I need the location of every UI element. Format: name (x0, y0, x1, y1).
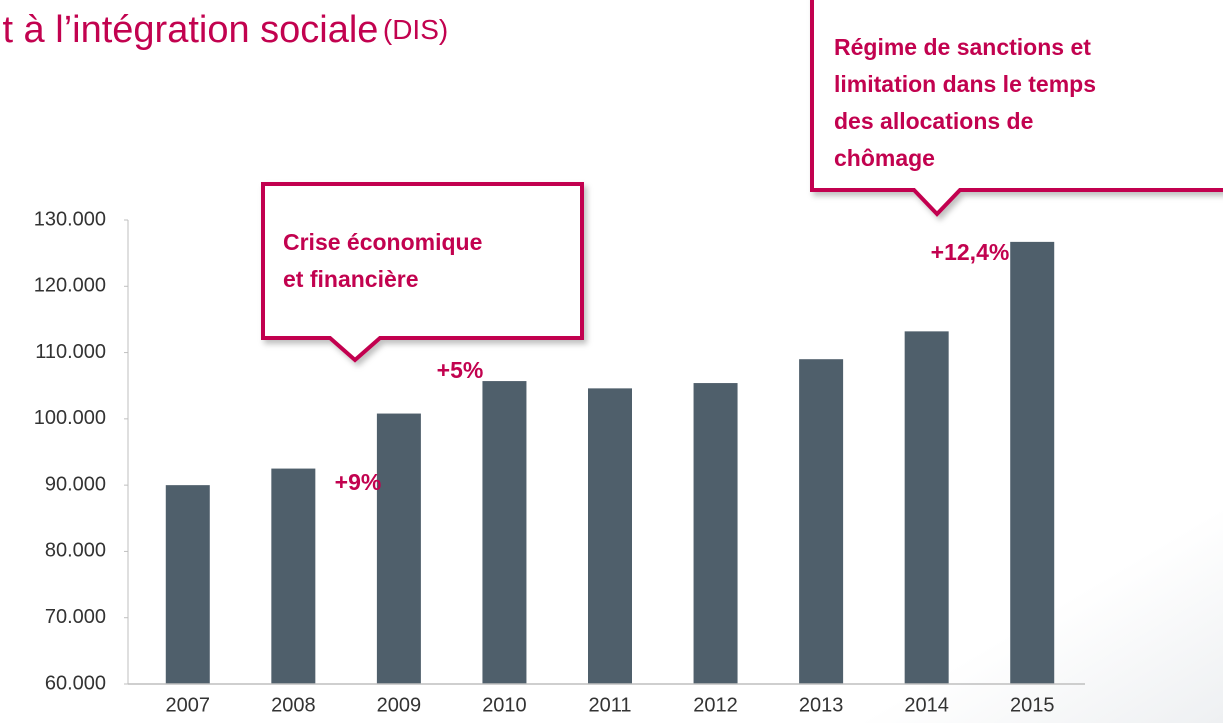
callout-text: chômage (834, 145, 935, 171)
y-tick-label: 70.000 (45, 606, 106, 628)
y-tick-label: 90.000 (45, 473, 106, 495)
title-abbr: (DIS) (383, 14, 448, 45)
bar (376, 413, 421, 684)
callout-text: Régime de sanctions et (834, 34, 1091, 60)
x-tick-label: 2014 (904, 694, 949, 716)
x-tick-label: 2007 (166, 694, 211, 716)
bar (588, 388, 632, 684)
callout-text: limitation dans le temps (834, 71, 1096, 97)
x-tick-label: 2013 (799, 694, 844, 716)
slide-title: it à l’intégration sociale (DIS) (0, 9, 448, 51)
bar (693, 383, 738, 684)
callout-text: et financière (283, 266, 419, 292)
bar (904, 331, 949, 684)
y-tick-label: 120.000 (34, 275, 106, 297)
growth-annotation: +9% (335, 469, 382, 495)
y-tick-label: 60.000 (45, 672, 106, 694)
callout-box (261, 182, 584, 363)
plot: 60.000 70.000 80.000 90.000 100.000 110.000 12… (34, 208, 1085, 716)
y-tick-label: 130.000 (34, 208, 106, 230)
bar (165, 485, 210, 684)
bar (482, 381, 527, 684)
title-main: it à l’intégration sociale (0, 9, 378, 51)
callout-text: Crise économique (283, 229, 482, 255)
growth-annotation: +12,4% (931, 239, 1010, 265)
bar (1010, 241, 1055, 685)
x-tick-label: 2011 (588, 694, 631, 716)
x-tick-label: 2009 (377, 694, 422, 716)
x-tick-label: 2010 (482, 694, 527, 716)
x-tick-label: 2012 (693, 694, 738, 716)
y-tick-label: 100.000 (34, 407, 106, 429)
bar (271, 468, 316, 684)
growth-annotation: +5% (437, 357, 484, 383)
x-tick-label: 2015 (1010, 694, 1055, 716)
y-tick-label: 110.000 (35, 341, 106, 363)
x-tick-label: 2008 (271, 694, 316, 716)
callouts: Crise économique et financière Régime de s… (283, 34, 1096, 292)
callout-text: des allocations de (834, 108, 1033, 134)
y-tick-label: 80.000 (45, 540, 106, 562)
bar (799, 359, 844, 684)
callout-box (810, 0, 1223, 217)
